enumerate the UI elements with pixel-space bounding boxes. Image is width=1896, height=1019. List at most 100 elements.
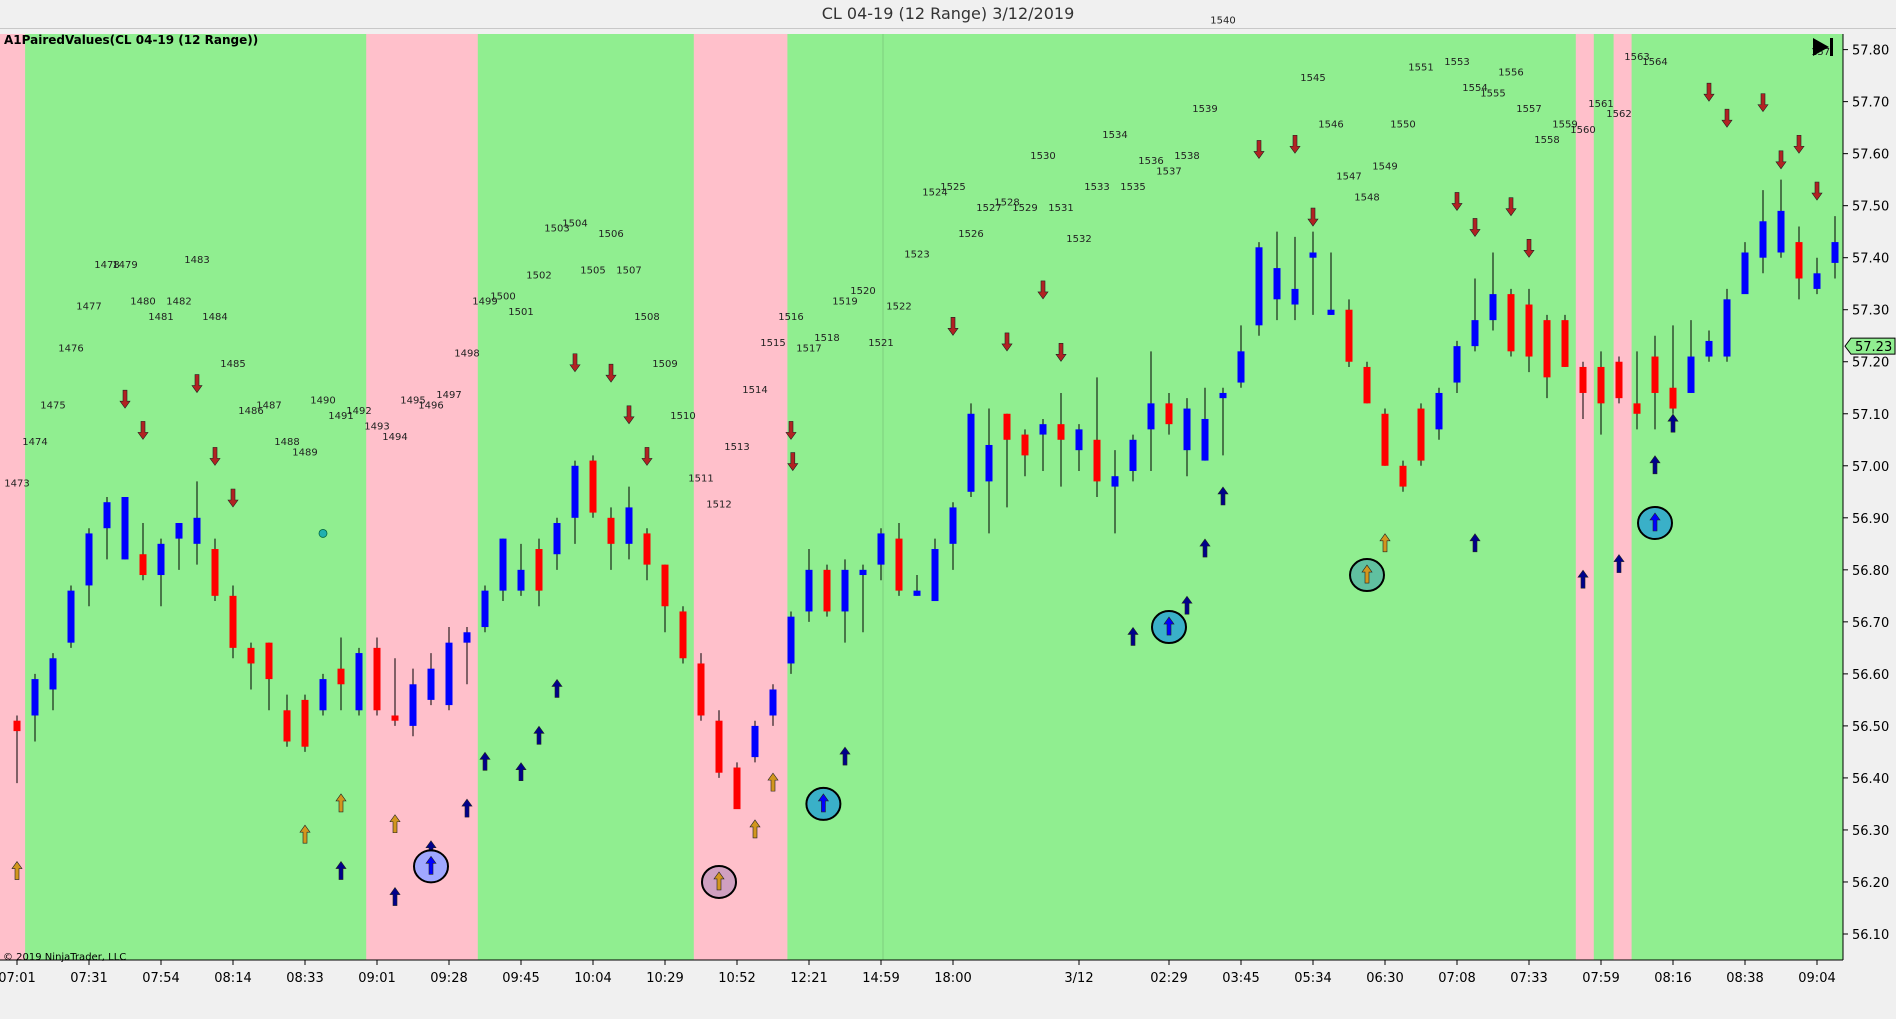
down-arrow-icon bbox=[1001, 332, 1013, 352]
down-arrow-icon bbox=[1307, 207, 1319, 227]
candle bbox=[589, 455, 597, 518]
candle bbox=[1795, 226, 1803, 300]
down-arrow-shape bbox=[1505, 197, 1517, 217]
candle bbox=[103, 497, 111, 560]
candle-body bbox=[913, 590, 921, 596]
candle-body bbox=[337, 668, 345, 685]
bar-counter-label: 1522 bbox=[886, 302, 911, 313]
x-tick-label: 05:34 bbox=[1294, 971, 1331, 986]
scroll-end-icon[interactable] bbox=[1813, 38, 1833, 56]
candle bbox=[1561, 314, 1569, 367]
candle bbox=[1201, 387, 1209, 461]
candle bbox=[967, 403, 975, 497]
candle bbox=[1741, 242, 1749, 295]
candle bbox=[1273, 231, 1281, 321]
down-arrow-icon bbox=[1289, 134, 1301, 154]
up-arrow-icon bbox=[839, 746, 851, 766]
candle-body bbox=[283, 710, 291, 742]
x-tick-label: 3/12 bbox=[1064, 971, 1093, 986]
bar-counter-label: 1500 bbox=[490, 291, 515, 302]
up-arrow-icon bbox=[767, 772, 779, 792]
candle bbox=[427, 653, 435, 706]
candle bbox=[841, 559, 849, 643]
candle-body bbox=[1399, 465, 1407, 487]
x-tick-label: 10:52 bbox=[718, 971, 755, 986]
up-arrow-icon bbox=[425, 855, 437, 875]
bg-region-pink bbox=[1575, 34, 1594, 960]
bar-counter-label: 1480 bbox=[130, 297, 155, 308]
candle-body bbox=[1759, 221, 1767, 258]
up-arrow-icon bbox=[335, 861, 347, 880]
candle bbox=[1039, 418, 1047, 471]
candle bbox=[1309, 231, 1317, 315]
down-arrow-icon bbox=[1505, 197, 1517, 217]
bar-counter-label: 1564 bbox=[1642, 57, 1667, 68]
bar-counter-label: 1474 bbox=[22, 437, 47, 448]
candle bbox=[13, 715, 21, 784]
bar-counter-label: 1501 bbox=[508, 307, 533, 318]
down-arrow-shape bbox=[137, 421, 149, 440]
candle bbox=[1219, 387, 1227, 456]
candle-body bbox=[1633, 403, 1641, 414]
candle bbox=[1129, 434, 1137, 482]
candle-body bbox=[1363, 366, 1371, 404]
down-arrow-icon bbox=[569, 353, 581, 373]
up-arrow-shape bbox=[1181, 595, 1193, 615]
candle bbox=[895, 523, 903, 596]
candle-body bbox=[1057, 424, 1065, 440]
candle-body bbox=[463, 632, 471, 643]
up-arrow-shape bbox=[389, 814, 401, 834]
down-arrow-icon bbox=[947, 317, 959, 336]
candle bbox=[697, 653, 705, 721]
current-price-box bbox=[1844, 337, 1896, 355]
candle bbox=[1579, 361, 1587, 419]
bar-counter-label: 1540 bbox=[1210, 16, 1235, 27]
candle bbox=[337, 637, 345, 711]
bar-counter-label: 1479 bbox=[112, 260, 137, 271]
candle-body bbox=[823, 569, 831, 612]
candle-body bbox=[607, 517, 615, 544]
candle-body bbox=[1291, 288, 1299, 305]
y-tick-label: 57.10 bbox=[1852, 408, 1889, 423]
candle-body bbox=[1615, 361, 1623, 399]
candle-body bbox=[697, 663, 705, 716]
x-tick-label: 06:30 bbox=[1366, 971, 1403, 986]
candle-body bbox=[1165, 403, 1173, 425]
down-arrow-shape bbox=[1775, 150, 1787, 170]
candle bbox=[1597, 351, 1605, 435]
bar-counter-label: 1514 bbox=[742, 385, 767, 396]
up-arrow-shape bbox=[1577, 569, 1589, 589]
x-tick-label: 08:14 bbox=[214, 971, 251, 986]
candle-body bbox=[859, 569, 867, 576]
candle-body bbox=[301, 699, 309, 747]
candle bbox=[949, 502, 957, 570]
bar-counter-label: 1519 bbox=[832, 297, 857, 308]
up-arrow-icon bbox=[1127, 626, 1139, 646]
bar-counter-label: 1557 bbox=[1516, 104, 1541, 115]
down-arrow-icon bbox=[787, 452, 799, 472]
up-arrow-shape bbox=[551, 678, 563, 698]
bar-counter-label: 1545 bbox=[1300, 73, 1325, 84]
candle bbox=[319, 673, 327, 716]
bar-counter-label: 1520 bbox=[850, 286, 875, 297]
up-arrow-icon bbox=[1379, 533, 1391, 553]
down-arrow-shape bbox=[569, 353, 581, 373]
candle bbox=[1237, 325, 1245, 388]
down-arrow-icon bbox=[209, 447, 221, 466]
down-arrow-shape bbox=[191, 374, 203, 394]
up-arrow-shape bbox=[1199, 538, 1211, 558]
candle bbox=[391, 658, 399, 726]
down-arrow-icon bbox=[623, 405, 635, 425]
down-arrow-shape bbox=[1253, 140, 1265, 159]
candle-body bbox=[1561, 320, 1569, 367]
candle bbox=[211, 538, 219, 602]
x-tick-label: 08:38 bbox=[1726, 971, 1763, 986]
up-arrow-icon bbox=[1613, 554, 1625, 573]
down-arrow-shape bbox=[1523, 238, 1535, 258]
candle bbox=[1471, 278, 1479, 352]
bar-counter-label: 1524 bbox=[922, 187, 947, 198]
candle-body bbox=[1507, 294, 1515, 352]
candle-body bbox=[1777, 210, 1785, 253]
up-arrow-shape bbox=[299, 824, 311, 844]
